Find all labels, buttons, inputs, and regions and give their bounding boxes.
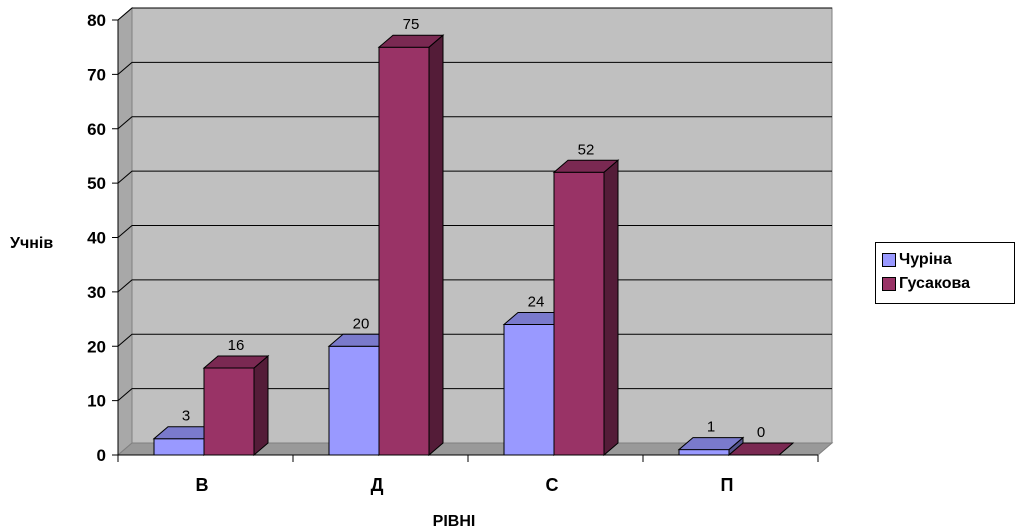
data-label: 0 [757, 424, 765, 441]
y-tick-label: 50 [87, 174, 106, 193]
bar-front [503, 324, 555, 456]
legend-swatch-series-1 [882, 253, 896, 267]
bar-2-3 [552, 159, 620, 457]
bar-top [552, 159, 620, 173]
chart-data-labels: 3 16 20 75 24 52 1 0 [182, 16, 765, 441]
y-tick-label: 80 [87, 11, 106, 30]
y-tick-label: 40 [87, 229, 106, 248]
gridline [117, 116, 832, 130]
chart-bars [152, 34, 795, 457]
bar-top [377, 34, 445, 48]
data-label: 3 [182, 408, 190, 425]
bar-2-1 [202, 354, 270, 457]
y-tick-label: 70 [87, 65, 106, 84]
legend-label-series-2: Гусакова [899, 275, 971, 292]
gridline [117, 61, 832, 75]
gridline [117, 7, 832, 21]
data-label: 1 [707, 419, 715, 436]
bar-side [253, 354, 269, 457]
y-tick-label: 0 [97, 446, 106, 465]
legend-label-series-1: Чуріна [899, 251, 952, 268]
bar-2-2 [377, 34, 445, 457]
x-tick-label: С [546, 475, 559, 495]
bar-top [202, 355, 270, 369]
bar-front [553, 171, 605, 456]
bar-front [678, 449, 730, 456]
y-tick-label: 20 [87, 337, 106, 356]
legend-item-series-1: Чуріна [882, 248, 1008, 272]
y-tick-label: 10 [87, 392, 106, 411]
bar-1-4 [677, 436, 745, 457]
bar-front [153, 438, 205, 456]
data-label: 52 [578, 141, 595, 158]
x-tick-label: П [721, 475, 734, 495]
bar-front [328, 345, 380, 456]
bar-side [428, 34, 444, 457]
y-tick-label: 60 [87, 120, 106, 139]
legend-item-series-2: Гусакова [882, 272, 1008, 296]
x-axis-title: РІВНІ [433, 513, 476, 530]
data-label: 24 [528, 294, 545, 311]
bar-side [603, 159, 619, 457]
x-tick-label: Д [371, 475, 384, 495]
bar-top [677, 437, 745, 451]
bar-front [378, 46, 430, 456]
y-tick-label: 30 [87, 283, 106, 302]
y-axis-title: Учнів [10, 235, 53, 252]
bar-front [203, 367, 255, 456]
x-tick-label: В [196, 475, 209, 495]
data-label: 75 [403, 16, 420, 33]
data-label: 16 [228, 337, 245, 354]
data-label: 20 [353, 315, 370, 332]
chart-legend: Чуріна Гусакова [875, 242, 1015, 304]
legend-swatch-series-2 [882, 277, 896, 291]
